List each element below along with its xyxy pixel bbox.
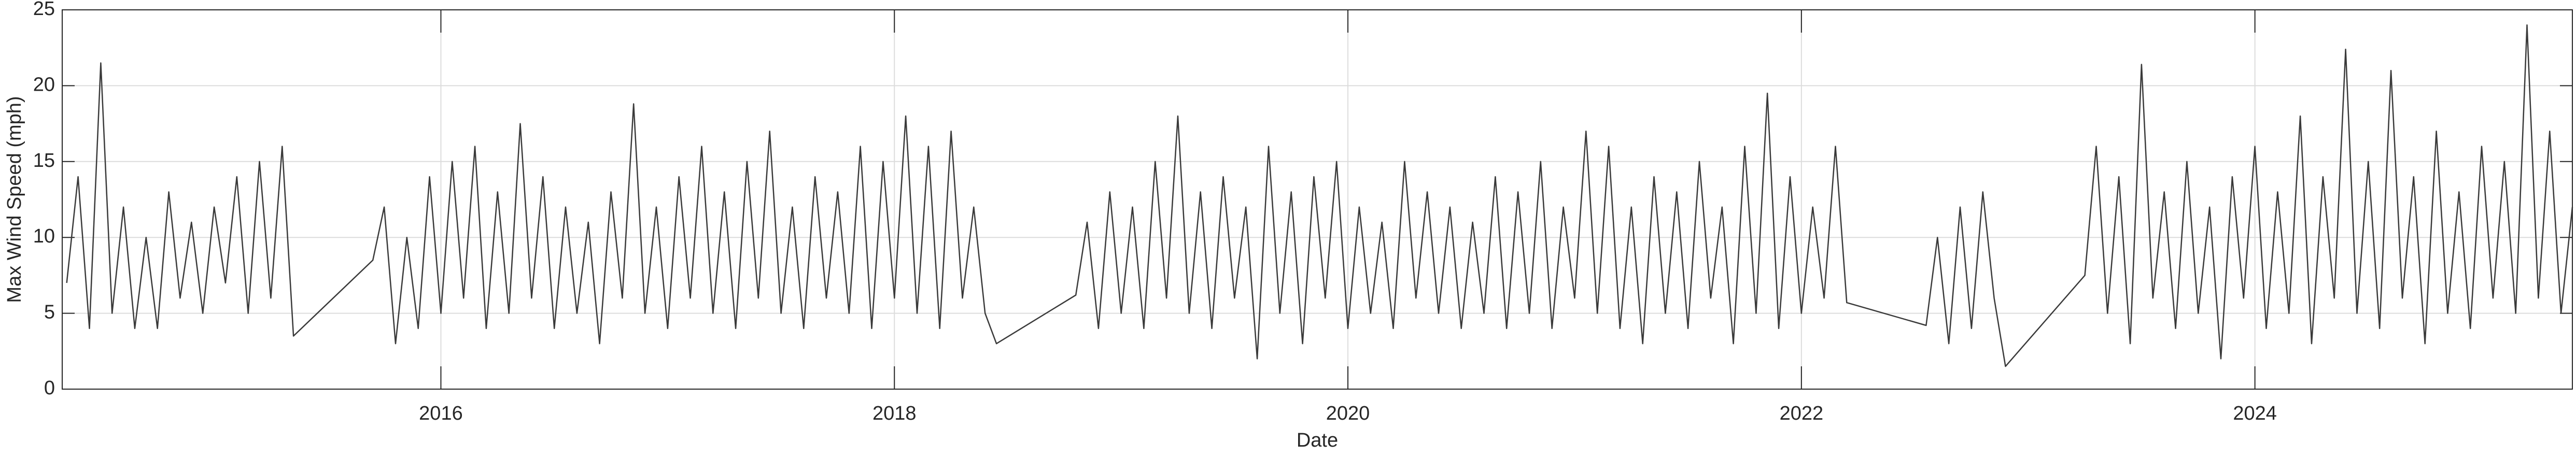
- x-tick-label: 2020: [1326, 403, 1370, 424]
- y-tick-label: 25: [33, 0, 55, 20]
- x-axis-label: Date: [1297, 430, 1338, 451]
- y-tick-label: 0: [44, 377, 55, 399]
- plot-area: [62, 10, 2572, 389]
- data-line: [66, 24, 2573, 367]
- y-tick-label: 20: [33, 74, 55, 95]
- y-tick-label: 5: [44, 302, 55, 323]
- x-tick-label: 2016: [419, 403, 463, 424]
- x-tick-label: 2018: [872, 403, 917, 424]
- y-tick-label: 15: [33, 150, 55, 172]
- y-tick-label: 10: [33, 225, 55, 247]
- x-tick-label: 2022: [1780, 403, 1824, 424]
- x-tick-label: 2024: [2233, 403, 2277, 424]
- y-axis-label: Max Wind Speed (mph): [4, 96, 25, 303]
- plot-frame: [62, 9, 2573, 390]
